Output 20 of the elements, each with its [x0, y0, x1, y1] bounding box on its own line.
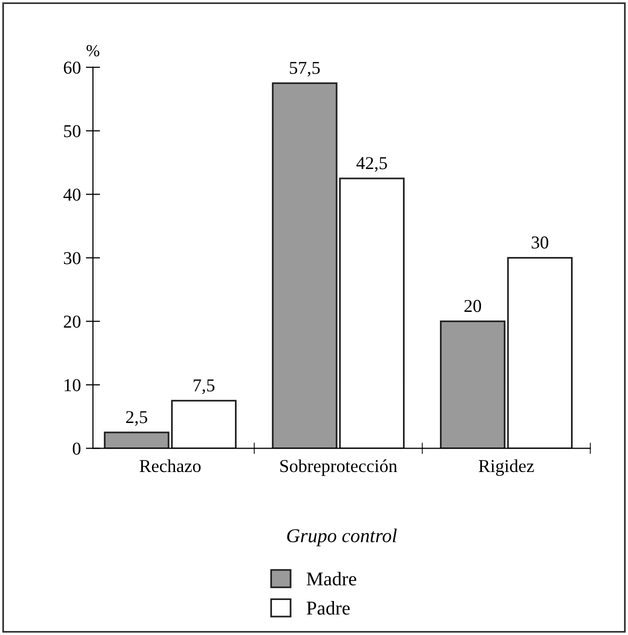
data-label: 7,5: [194, 379, 214, 394]
y-tick-label: 30: [64, 252, 80, 264]
y-axis-title: %: [86, 45, 100, 56]
y-tick-label: 20: [64, 316, 80, 328]
data-label: 20: [464, 300, 482, 312]
y-tick-label: 60: [64, 62, 80, 74]
legend-label: Madre: [306, 572, 356, 586]
data-label: 2,5: [126, 411, 148, 426]
x-tick-label: Rigidez: [478, 459, 534, 476]
data-label: 42,5: [356, 157, 387, 172]
data-label: 30: [532, 236, 548, 249]
y-tick-label: 0: [72, 442, 80, 455]
y-tick-label: 40: [63, 188, 80, 201]
x-tick-label: Rechazo: [140, 459, 201, 472]
data-label: 57,5: [290, 62, 320, 77]
legend-label: Padre: [306, 601, 350, 615]
y-tick-label: 50: [64, 125, 80, 138]
x-axis-title: Grupo control: [287, 528, 397, 546]
x-tick-label: Sobreprotección: [280, 459, 398, 476]
y-tick-label: 10: [64, 379, 80, 392]
